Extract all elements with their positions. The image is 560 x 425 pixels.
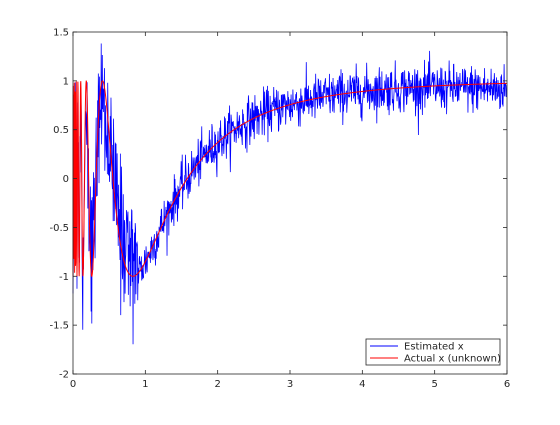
y-tick-label: 0.5: [53, 125, 69, 136]
y-tick-label: -0.5: [49, 223, 69, 234]
y-tick-label: -1.5: [49, 321, 69, 332]
series-actual-x: [72, 80, 508, 278]
x-tick-label: 0: [70, 379, 76, 390]
x-tick-label: 2: [214, 379, 220, 390]
y-tick-label: 1.5: [53, 28, 69, 39]
x-tick-label: 5: [431, 379, 437, 390]
legend: Estimated x Actual x (unknown): [365, 338, 501, 366]
series-layer: [72, 43, 508, 345]
x-tick-label: 4: [359, 379, 365, 390]
y-tick-label: 1: [63, 76, 69, 87]
x-tick-label: 6: [504, 379, 510, 390]
axes-layer: 0 1 2 3 4 5 6 -2 -1.5 -1 -0.5 0 0.5 1 1.5: [49, 28, 510, 391]
x-tick-label: 1: [142, 379, 148, 390]
plot-area: [73, 32, 507, 374]
y-tick-label: -1: [59, 272, 69, 283]
series-estimated-x: [72, 43, 508, 345]
legend-box: [365, 338, 501, 366]
legend-label-actual: Actual x (unknown): [404, 354, 501, 365]
legend-label-estimated: Estimated x: [404, 342, 464, 353]
y-tick-label: -2: [59, 370, 69, 381]
y-tick-label: 0: [63, 174, 69, 185]
x-tick-label: 3: [287, 379, 293, 390]
